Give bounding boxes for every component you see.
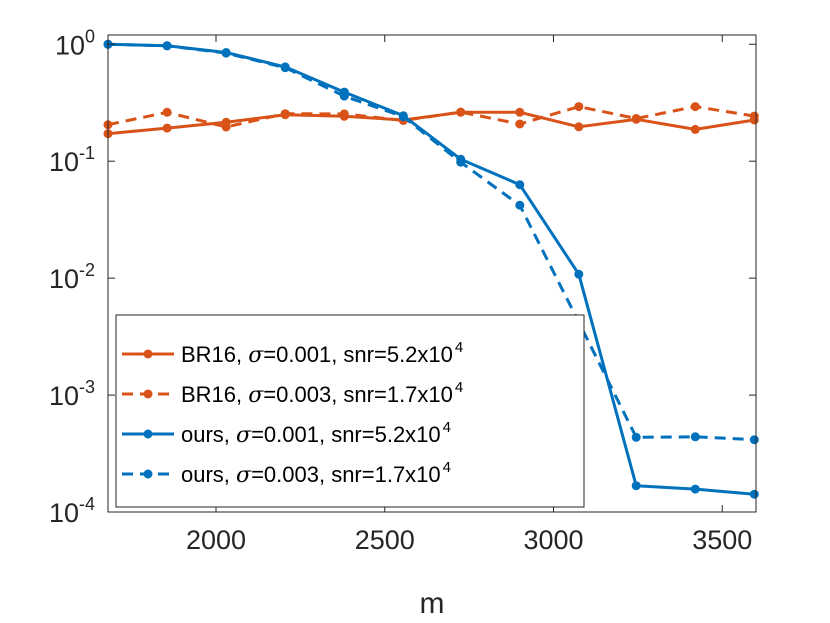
series-4-point-7	[456, 157, 466, 167]
series-3-point-12	[749, 489, 759, 499]
x-axis-label: m	[420, 587, 445, 620]
series-4-point-5	[339, 91, 349, 101]
series-layer	[103, 39, 759, 499]
x-tick-label-3000: 3000	[523, 525, 583, 555]
series-2-point-3	[221, 122, 231, 132]
plot-frame	[107, 34, 757, 513]
series-3-point-8	[515, 180, 525, 190]
series-2-point-11	[690, 102, 700, 112]
series-4-point-8	[515, 200, 525, 210]
series-4-point-4	[280, 63, 290, 73]
series-4	[103, 39, 759, 445]
legend-label-2: BR16, σ=0.003, snr=1.7x10 4	[181, 379, 463, 408]
series-2-point-5	[339, 109, 349, 119]
legend-marker-2	[143, 389, 153, 399]
series-2-point-10	[631, 114, 641, 123]
legend-label-1: BR16, σ=0.001, snr=5.2x10 4	[181, 339, 463, 368]
legend: BR16, σ=0.001, snr=5.2x10 4 BR16, σ=0.003,…	[115, 314, 585, 508]
legend-marker-3	[143, 429, 153, 439]
y-tick-label-2: 10-2	[49, 260, 95, 294]
series-4-point-12	[749, 435, 759, 445]
legend-marker-1	[143, 349, 153, 359]
series-2-point-4	[280, 109, 290, 119]
x-tick-label-2000: 2000	[186, 525, 246, 555]
legend-box	[115, 314, 585, 508]
series-2-point-8	[515, 119, 525, 129]
ticks-layer: 2000 2500 3000 3500 10-4 10-3 10-2 10-1 100	[49, 26, 756, 555]
series-2	[103, 102, 759, 132]
series-4-point-2	[162, 41, 172, 51]
series-4-point-11	[690, 432, 700, 442]
legend-label-4: ours, σ=0.003, snr=1.7x10 4	[181, 459, 451, 488]
series-3-point-10	[631, 481, 641, 491]
series-3-point-11	[690, 484, 700, 494]
x-tick-label-2500: 2500	[355, 525, 415, 555]
series-4-point-10	[631, 432, 641, 442]
y-tick-label-4: 100	[55, 26, 95, 60]
y-tick-label-0: 10-4	[49, 494, 95, 528]
series-1-point-11	[690, 124, 700, 134]
series-1-point-2	[162, 123, 172, 133]
series-3-point-9	[574, 269, 584, 279]
legend-label-3: ours, σ=0.001, snr=5.2x10 4	[181, 419, 451, 448]
series-4-point-3	[221, 48, 231, 58]
series-1-point-9	[574, 122, 584, 132]
series-2-point-12	[749, 111, 759, 121]
series-2-point-7	[456, 107, 466, 117]
series-4-line	[107, 42, 755, 442]
series-2-point-9	[574, 102, 584, 112]
y-tick-label-3: 10-1	[49, 143, 95, 177]
x-tick-label-3500: 3500	[692, 525, 752, 555]
series-2-point-2	[162, 107, 172, 117]
series-4-point-6	[398, 112, 408, 122]
series-1-point-8	[515, 107, 525, 117]
legend-marker-4	[143, 469, 153, 479]
series-2-line	[107, 105, 755, 129]
y-tick-label-1: 10-3	[49, 377, 95, 411]
